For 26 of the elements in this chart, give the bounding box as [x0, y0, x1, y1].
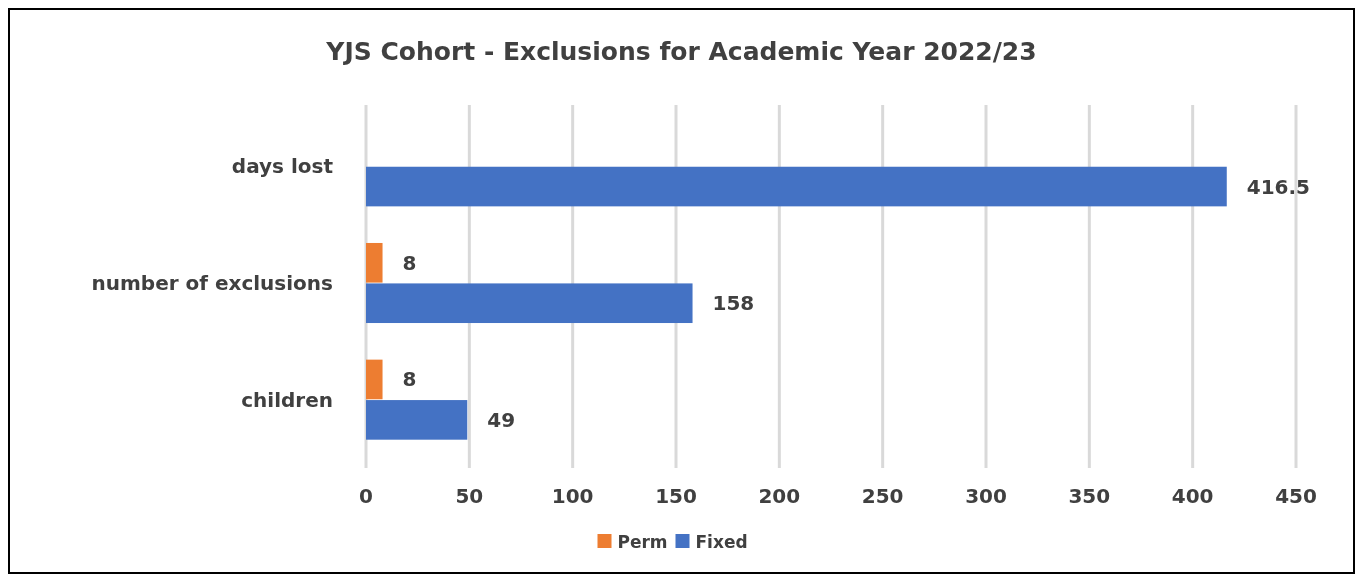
- legend-label: Perm: [617, 532, 668, 552]
- x-tick-label: 250: [861, 484, 904, 508]
- bar: [366, 242, 383, 283]
- x-tick-label: 150: [655, 484, 697, 508]
- bar: [366, 359, 383, 400]
- x-tick-label: 50: [455, 484, 484, 508]
- legend-label: Fixed: [695, 532, 748, 552]
- x-tick-label: 350: [1068, 484, 1111, 508]
- x-tick-label: 100: [551, 484, 594, 508]
- y-tick-label: days lost: [231, 154, 334, 179]
- x-tick-label: 400: [1171, 484, 1214, 508]
- data-label: 158: [712, 291, 755, 316]
- bar: [366, 400, 468, 440]
- bar: [366, 283, 693, 324]
- bar: [366, 166, 1227, 207]
- x-tick-label: 450: [1275, 484, 1317, 508]
- data-label: 8: [402, 367, 417, 392]
- x-tick-label: 200: [758, 484, 801, 508]
- data-label: 416.5: [1246, 174, 1311, 199]
- chart-title: YJS Cohort - Exclusions for Academic Year 2022/23: [325, 37, 1037, 66]
- data-label: 49: [487, 407, 516, 432]
- x-tick-label: 0: [359, 484, 373, 508]
- y-tick-label: children: [241, 387, 333, 412]
- x-tick-label: 300: [965, 484, 1007, 508]
- data-label: 8: [402, 250, 417, 275]
- y-tick-label: number of exclusions: [91, 271, 333, 295]
